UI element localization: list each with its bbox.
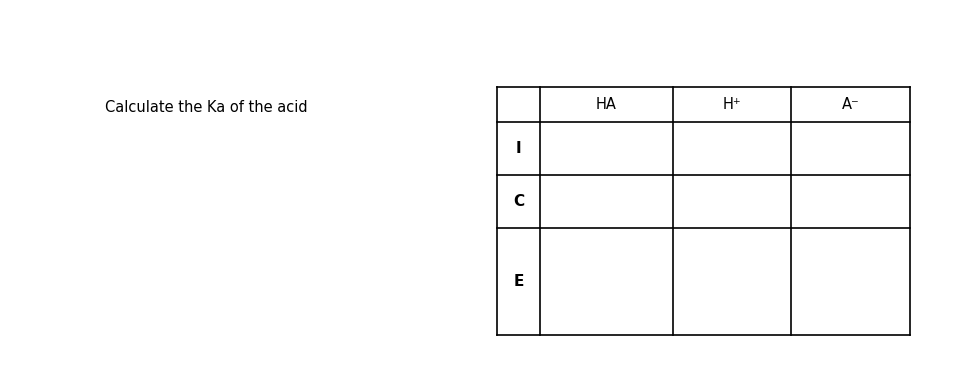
Text: I: I <box>516 141 522 156</box>
Text: C: C <box>513 194 524 209</box>
Text: Calculate the Ka of the acid: Calculate the Ka of the acid <box>105 101 307 115</box>
Text: HA: HA <box>596 97 617 112</box>
Text: H⁺: H⁺ <box>723 97 742 112</box>
Text: A⁻: A⁻ <box>841 97 859 112</box>
Text: E: E <box>513 274 523 289</box>
